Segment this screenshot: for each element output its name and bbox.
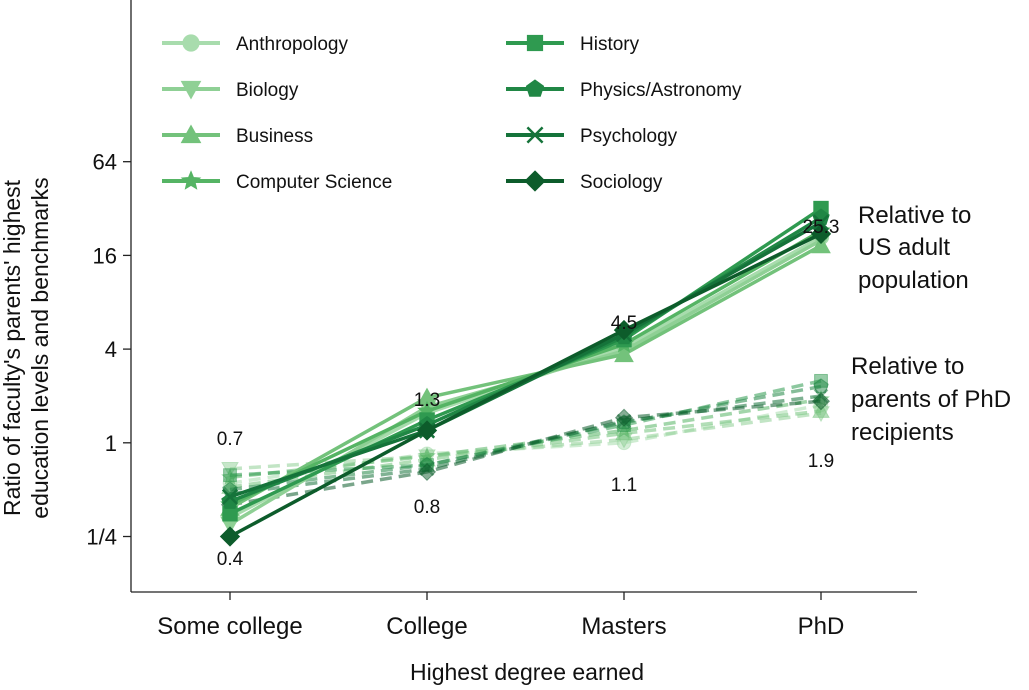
group-label-phd-line2: parents of PhD — [851, 386, 1011, 413]
data-point-us-population-sociology — [613, 319, 635, 341]
value-label-lower: 1.9 — [808, 451, 834, 472]
series-line-us-population-sociology — [229, 232, 822, 539]
series-line-phd-parents-sociology — [229, 399, 822, 507]
value-label-lower: 0.4 — [217, 549, 244, 570]
x-axis-title: Highest degree earned — [410, 659, 644, 685]
group-label-phd-parents: Relative to parents of PhD recipients — [851, 353, 1011, 446]
legend-label-history: History — [580, 34, 640, 55]
y-axis-title-line2: education levels and benchmarks — [27, 177, 53, 518]
legend-swatch-marker-sociology — [524, 170, 546, 192]
data-point-phd-parents-sociology — [614, 408, 634, 427]
value-label-upper: 1.3 — [414, 390, 440, 411]
x-tick-label: Some college — [157, 613, 302, 640]
legend-swatch-marker-business — [180, 124, 202, 144]
data-point-us-population-sociology — [416, 420, 438, 441]
group-label-us-line3: population — [858, 267, 969, 294]
legend-label-anthropology: Anthropology — [236, 34, 348, 55]
y-tick-label: 1/4 — [86, 525, 117, 550]
legend-swatch-marker-psychology — [526, 126, 544, 144]
legend-swatch-marker-physics-astronomy — [525, 79, 545, 97]
data-point-us-population-business — [614, 344, 634, 363]
legend-label-biology: Biology — [236, 80, 299, 101]
group-label-phd-line1: Relative to — [851, 353, 964, 380]
data-point-phd-parents-sociology — [811, 392, 831, 411]
y-axis-ticks: 1/4 1 4 16 64 — [86, 150, 131, 550]
y-axis-title-line1: Ratio of faculty's parents' highest — [0, 179, 25, 516]
data-point-us-population-psychology — [812, 214, 830, 231]
x-tick-label: PhD — [798, 613, 845, 640]
group-label-us-line1: Relative to — [858, 202, 971, 229]
x-tick-label: College — [386, 613, 467, 640]
legend-label-computer-science: Computer Science — [236, 172, 392, 193]
legend: Anthropology Biology Business Computer Scie… — [162, 34, 742, 193]
data-point-us-population-sociology — [810, 223, 832, 245]
y-axis-title: Ratio of faculty's parents' highest educ… — [0, 177, 53, 518]
y-tick-label: 1 — [105, 431, 117, 456]
legend-swatch-marker-anthropology — [182, 34, 200, 52]
series-line-phd-parents-biology — [229, 411, 822, 471]
legend-swatch-marker-computer-science — [180, 170, 202, 190]
value-label-upper: 4.5 — [611, 313, 637, 334]
series-line-us-population-psychology — [229, 221, 822, 499]
legend-label-business: Business — [236, 126, 313, 147]
series-line-phd-parents-psychology — [229, 394, 822, 496]
series-line-us-population-computer-science — [229, 229, 822, 507]
series-line-phd-parents-physics-astronomy — [229, 384, 822, 492]
value-label-upper: 0.7 — [217, 429, 243, 450]
legend-label-sociology: Sociology — [580, 172, 663, 193]
y-tick-label: 4 — [105, 337, 117, 362]
legend-swatch-marker-biology — [180, 80, 202, 100]
value-label-lower: 1.1 — [611, 475, 637, 496]
x-axis-ticks: Some college College Masters PhD — [157, 592, 844, 640]
data-point-us-population-psychology — [221, 488, 239, 505]
data-point-phd-parents-history — [223, 468, 237, 483]
y-tick-label: 64 — [93, 150, 117, 175]
data-point-us-population-sociology — [219, 526, 241, 547]
x-tick-label: Masters — [581, 613, 666, 640]
value-label-lower: 0.8 — [414, 497, 440, 518]
group-label-us-line2: US adult — [858, 234, 950, 261]
legend-label-psychology: Psychology — [580, 126, 678, 147]
group-label-us-population: Relative to US adult population — [858, 202, 971, 294]
value-labels: 0.7 1.3 4.5 25.3 0.4 0.8 1.1 1.9 — [217, 217, 840, 570]
legend-label-physics-astronomy: Physics/Astronomy — [580, 80, 742, 101]
data-point-us-population-business — [811, 235, 831, 254]
legend-swatch-marker-history — [526, 34, 544, 52]
value-label-upper: 25.3 — [803, 217, 840, 238]
data-point-phd-parents-sociology — [417, 462, 437, 482]
y-tick-label: 16 — [93, 243, 117, 268]
series-line-phd-parents-business — [229, 409, 822, 489]
series-layer — [219, 200, 832, 547]
group-label-phd-line3: recipients — [851, 419, 954, 446]
